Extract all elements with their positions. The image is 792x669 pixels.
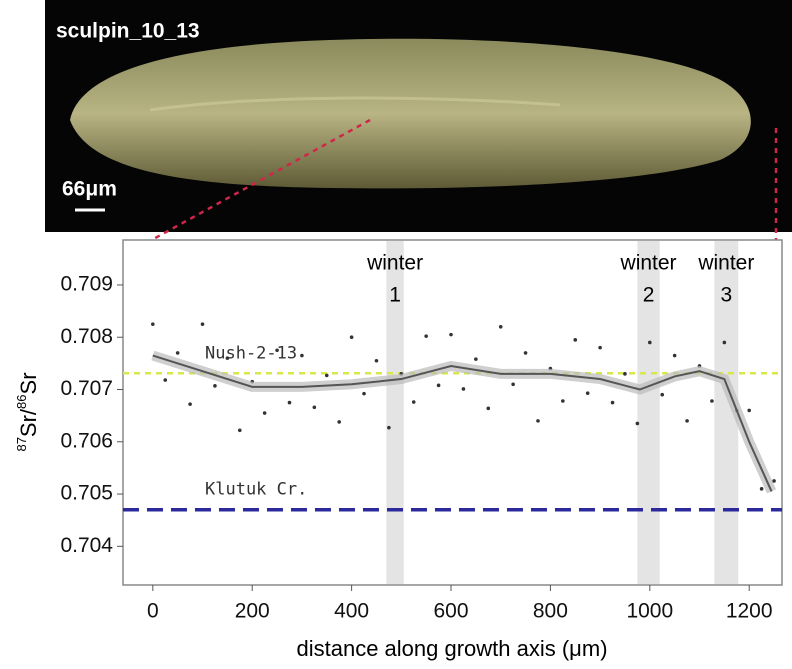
x-tick-label: 200 — [235, 600, 270, 623]
band-label: winter — [697, 252, 754, 275]
x-tick-label: 800 — [533, 600, 568, 623]
data-point — [275, 348, 279, 353]
data-point — [237, 428, 242, 433]
scale-bar-label: 66μm — [62, 178, 117, 201]
y-axis-label-part: 87 — [14, 437, 29, 451]
data-point — [175, 351, 180, 355]
data-point — [474, 357, 478, 361]
data-point — [225, 356, 230, 360]
otolith-core — [149, 96, 561, 112]
data-point — [648, 340, 652, 345]
data-point — [759, 487, 764, 491]
plot-area — [122, 239, 783, 586]
data-point — [498, 324, 503, 329]
x-tick-label: 1200 — [726, 600, 773, 623]
y-tick-label: 0.707 — [60, 377, 113, 400]
data-point — [312, 405, 317, 410]
reference-label: Klutuk Cr. — [205, 480, 307, 500]
data-point — [387, 425, 391, 430]
data-point — [660, 392, 665, 397]
y-axis-label-part: Sr — [16, 372, 41, 394]
data-point — [188, 402, 192, 406]
trend-line — [152, 354, 773, 492]
x-tick-label: 600 — [433, 600, 468, 623]
y-tick-label: 0.705 — [60, 482, 113, 505]
data-point — [213, 384, 217, 388]
winter-band — [637, 241, 660, 584]
data-point — [200, 322, 205, 326]
data-point — [324, 373, 329, 378]
data-point — [511, 382, 515, 387]
y-tick-label: 0.704 — [60, 534, 113, 557]
winter-band — [714, 241, 739, 584]
reference-label: Nush-2-13 — [205, 343, 297, 363]
winter-band — [386, 241, 404, 584]
data-point — [585, 391, 590, 395]
x-tick-label: 400 — [334, 600, 369, 623]
band-label: winter — [366, 252, 423, 275]
data-point — [561, 399, 565, 403]
x-tick-label: 1000 — [626, 600, 673, 623]
data-point — [262, 411, 267, 415]
y-axis-label-part: 86 — [14, 394, 29, 408]
data-point — [486, 406, 491, 411]
band-number: 3 — [720, 284, 732, 307]
data-point — [163, 378, 168, 382]
data-point — [536, 419, 540, 423]
data-point — [374, 358, 379, 363]
data-point — [300, 353, 304, 358]
band-number: 2 — [643, 284, 655, 307]
y-axis-label: 87Sr/86Sr — [14, 372, 40, 451]
data-point — [337, 420, 341, 424]
data-point — [449, 332, 453, 337]
data-point — [685, 419, 689, 423]
data-point — [722, 340, 727, 345]
y-axis-label-part: Sr/ — [16, 408, 41, 437]
data-point — [610, 400, 615, 405]
data-point — [424, 334, 428, 338]
x-tick-label: 0 — [147, 600, 159, 623]
zoom-line — [147, 118, 371, 244]
data-point — [623, 372, 627, 376]
photo-label: sculpin_10_13 — [56, 20, 200, 43]
data-point — [672, 353, 677, 358]
band-label: winter — [620, 252, 677, 275]
band-number: 1 — [389, 284, 401, 307]
data-point — [573, 338, 578, 342]
data-point — [598, 345, 602, 350]
data-point — [461, 387, 466, 391]
data-point — [772, 479, 776, 483]
y-tick-label: 0.708 — [60, 325, 113, 348]
otolith — [70, 38, 751, 189]
data-point — [151, 322, 155, 326]
data-point — [747, 408, 751, 413]
data-point — [436, 383, 441, 388]
data-point — [349, 335, 354, 340]
data-point — [523, 351, 528, 355]
data-point — [710, 399, 714, 403]
data-point — [287, 400, 292, 405]
data-point — [635, 421, 640, 426]
y-tick-label: 0.709 — [60, 273, 113, 296]
y-tick-label: 0.706 — [60, 429, 113, 452]
x-axis-label: distance along growth axis (μm) — [296, 636, 607, 661]
data-point — [411, 400, 416, 404]
data-point — [362, 391, 366, 396]
